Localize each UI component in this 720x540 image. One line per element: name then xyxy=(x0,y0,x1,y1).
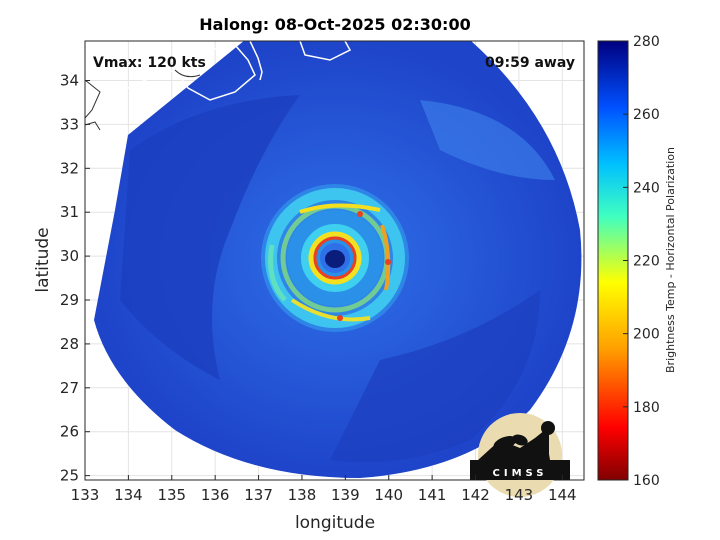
y-tick-label: 34 xyxy=(60,72,79,90)
x-tick-label: 138 xyxy=(288,486,317,504)
y-axis-label: latitude xyxy=(33,227,53,292)
x-tick-label: 137 xyxy=(244,486,273,504)
x-tick-label: 139 xyxy=(331,486,360,504)
colorbar-tick-label: 240 xyxy=(633,180,660,196)
x-tick-label: 135 xyxy=(157,486,186,504)
logo-text: CIMSS xyxy=(493,468,548,479)
y-tick-label: 33 xyxy=(60,115,79,133)
colorbar: 160 180 200 220 240 260 280 Brightness Temp - … xyxy=(597,34,677,489)
y-tick-label: 31 xyxy=(60,203,79,221)
plot-border xyxy=(84,40,585,481)
microwave-swath xyxy=(85,41,582,478)
y-axis: 25 26 27 28 29 30 31 32 33 34 xyxy=(60,72,90,485)
x-axis: 133 134 135 136 137 138 139 140 141 142 143 144 xyxy=(71,475,577,504)
chart-title: Halong: 08-Oct-2025 02:30:00 xyxy=(199,15,470,34)
vmax-label: Vmax: 120 kts xyxy=(93,55,206,71)
x-tick-label: 140 xyxy=(374,486,403,504)
colorbar-tick-label: 160 xyxy=(633,473,660,489)
y-tick-label: 27 xyxy=(60,379,79,397)
x-axis-label: longitude xyxy=(295,513,375,533)
y-tick-label: 30 xyxy=(60,247,79,265)
colorbar-tick-label: 260 xyxy=(633,107,660,123)
storm-eye xyxy=(325,250,345,268)
y-tick-label: 25 xyxy=(60,467,79,485)
y-tick-label: 28 xyxy=(60,335,79,353)
y-tick-label: 26 xyxy=(60,423,79,441)
y-tick-label: 29 xyxy=(60,291,79,309)
cimss-logo: CIMSS xyxy=(470,413,570,497)
x-tick-label: 141 xyxy=(418,486,447,504)
plot-area: Vmax: 120 kts 09:59 away CIMSS xyxy=(84,40,585,497)
colorbar-tick-label: 280 xyxy=(633,34,660,50)
x-tick-label: 134 xyxy=(114,486,143,504)
colorbar-ticks: 160 180 200 220 240 260 280 xyxy=(623,34,660,489)
x-tick-label: 142 xyxy=(461,486,490,504)
y-tick-label: 32 xyxy=(60,159,79,177)
colorbar-tick-label: 220 xyxy=(633,254,660,270)
x-tick-label: 144 xyxy=(548,486,577,504)
colorbar-label: Brightness Temp - Horizontal Polarizatio… xyxy=(664,147,677,373)
colorbar-tick-label: 200 xyxy=(633,327,660,343)
x-tick-label: 136 xyxy=(201,486,230,504)
x-tick-label: 133 xyxy=(71,486,100,504)
time-away-label: 09:59 away xyxy=(485,55,575,71)
x-tick-label: 143 xyxy=(505,486,534,504)
colorbar-tick-label: 180 xyxy=(633,400,660,416)
